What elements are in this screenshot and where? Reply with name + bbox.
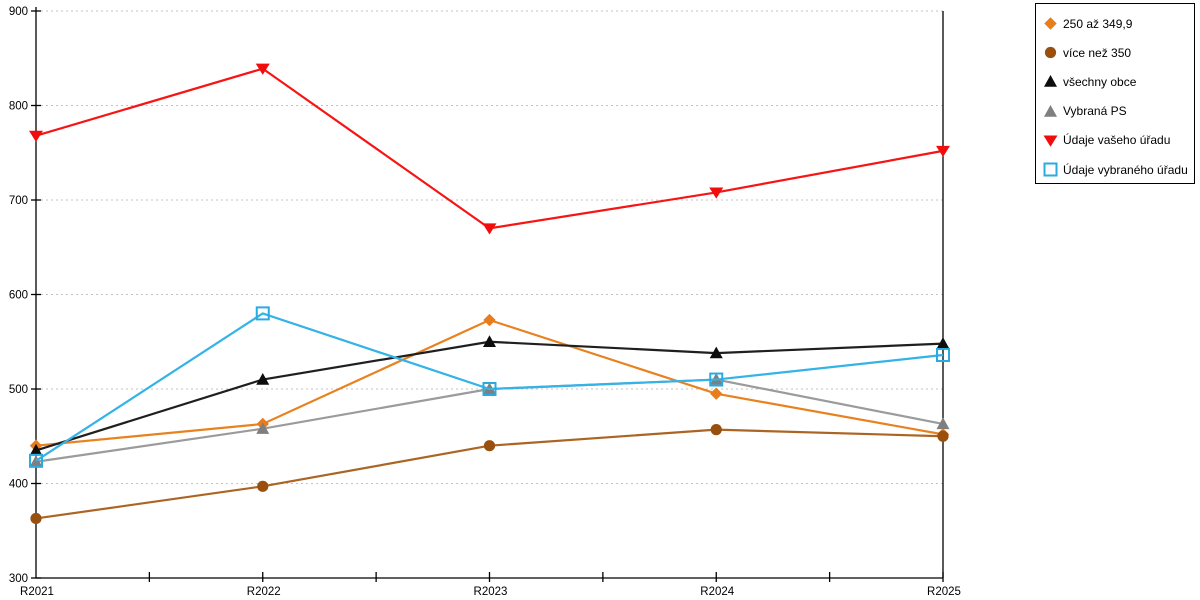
y-tick-label: 400 — [9, 479, 28, 491]
circle-marker — [30, 512, 42, 525]
legend-item-label: Údaje vašeho úřadu — [1063, 133, 1171, 148]
series-4 — [29, 63, 950, 235]
triangle-down-marker — [255, 63, 270, 75]
circle-icon — [1044, 47, 1057, 59]
circle-marker — [937, 430, 949, 442]
series-line — [35, 67, 944, 230]
triangle-up-marker — [936, 417, 950, 430]
x-tick-label: R2021 — [20, 586, 54, 598]
series-5 — [29, 306, 950, 468]
legend-item-label: všechny obce — [1063, 74, 1137, 89]
square-open-marker — [255, 306, 270, 321]
triangle-up-marker — [709, 346, 723, 359]
triangle-down-marker — [29, 130, 43, 142]
triangle-up-marker — [29, 443, 43, 456]
circle-marker — [483, 440, 496, 452]
triangle-up-marker — [29, 455, 43, 467]
series-line — [35, 340, 944, 452]
y-tick-label: 300 — [9, 573, 28, 585]
diamond-marker — [1044, 17, 1057, 30]
triangle-down-icon — [1043, 135, 1058, 147]
circle-marker — [257, 480, 269, 492]
legend-item-label: Údaje vybraného úřadu — [1063, 162, 1188, 177]
x-tick-label: R2022 — [247, 586, 281, 598]
triangle-down-marker — [936, 145, 950, 158]
triangle-down-marker — [482, 223, 497, 235]
triangle-up-icon — [1044, 104, 1057, 117]
triangle-up-marker — [483, 335, 496, 347]
triangle-up-marker — [936, 337, 950, 349]
square-open-marker — [29, 453, 43, 468]
circle-marker — [710, 424, 722, 436]
y-tick-label: 800 — [9, 101, 28, 113]
legend-item-0: 250 až 349,9 — [1043, 9, 1194, 38]
circle-marker — [1044, 47, 1057, 59]
legend-item-1: více než 350 — [1043, 38, 1194, 67]
diamond-marker — [483, 313, 496, 327]
triangle-down-marker — [1043, 135, 1058, 147]
square-open-marker — [1043, 162, 1058, 177]
diamond-icon — [1044, 17, 1057, 30]
triangle-up-marker — [1044, 75, 1057, 88]
legend-item-label: Vybraná PS — [1063, 104, 1127, 119]
square-open-marker — [709, 372, 724, 387]
series-3 — [29, 373, 950, 467]
y-tick-label: 900 — [9, 6, 28, 18]
legend-item-5: Údaje vybraného úřadu — [1043, 155, 1194, 184]
square-open-marker — [936, 347, 950, 362]
triangle-up-icon — [1044, 75, 1057, 88]
legend-item-3: Vybraná PS — [1043, 97, 1194, 126]
square-open-marker — [482, 382, 497, 396]
legend-item-label: 250 až 349,9 — [1063, 16, 1133, 31]
series-2 — [29, 335, 950, 456]
series-line — [35, 312, 944, 462]
x-tick-label: R2023 — [474, 586, 508, 598]
legend-item-label: více než 350 — [1063, 45, 1132, 60]
diamond-marker — [710, 387, 723, 400]
triangle-up-marker — [256, 373, 270, 385]
triangle-up-marker — [1044, 104, 1057, 117]
square-open-icon — [1043, 162, 1058, 177]
legend-item-4: Údaje vašeho úřadu — [1043, 126, 1194, 155]
legend: 250 až 349,9 více než 350 všechny obce Vybr… — [1035, 3, 1195, 184]
y-tick-label: 700 — [9, 195, 28, 207]
x-tick-label: R2024 — [700, 586, 734, 598]
x-tick-label: R2025 — [927, 586, 961, 598]
y-tick-label: 600 — [9, 290, 28, 302]
y-tick-label: 500 — [9, 384, 28, 396]
series-1 — [30, 424, 949, 525]
triangle-up-marker — [256, 422, 270, 434]
legend-item-2: všechny obce — [1043, 67, 1194, 96]
triangle-down-marker — [709, 187, 724, 199]
